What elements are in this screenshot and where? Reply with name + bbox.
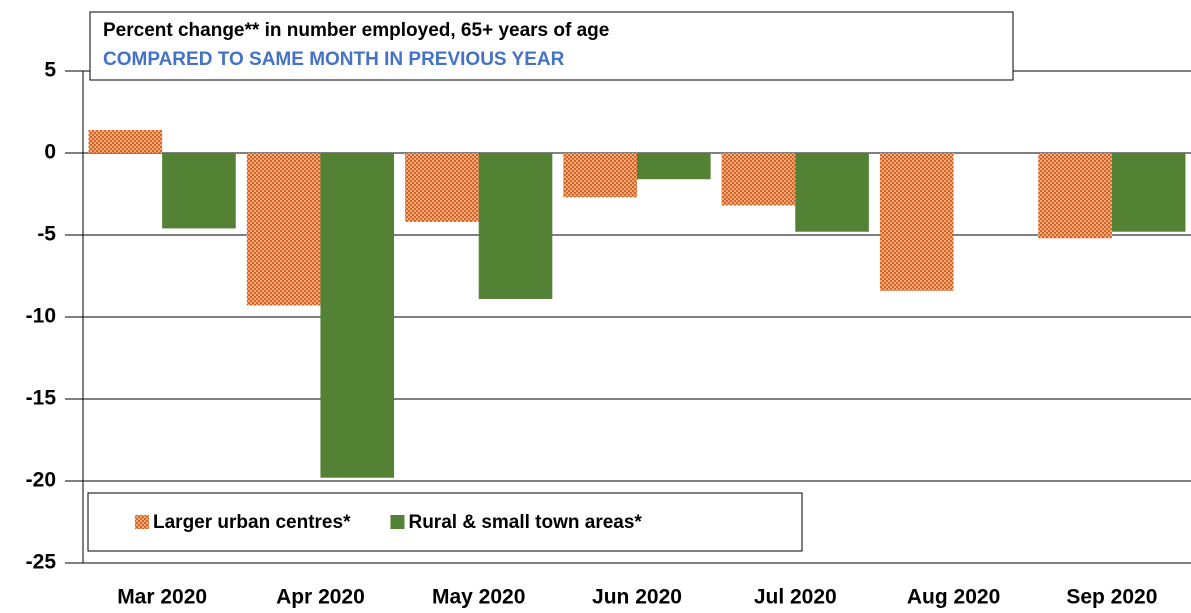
bar (1038, 153, 1112, 239)
chart-title: Percent change** in number employed, 65+… (103, 20, 609, 41)
y-tick-label: -20 (26, 469, 56, 492)
x-tick-label: Sep 2020 (1066, 586, 1157, 609)
bar (795, 153, 869, 232)
legend-swatch (135, 515, 149, 529)
bar (246, 153, 321, 306)
bar (478, 153, 553, 299)
legend-swatch (390, 515, 405, 529)
y-tick-label: 5 (44, 59, 56, 82)
y-tick-label: -15 (26, 387, 57, 410)
bar (637, 153, 711, 180)
bar (405, 153, 479, 222)
chart-subtitle: COMPARED TO SAME MONTH IN PREVIOUS YEAR (103, 49, 565, 70)
y-tick-label: -25 (26, 551, 57, 574)
bar (1111, 153, 1186, 232)
legend-label: Larger urban centres* (153, 512, 351, 533)
bar (162, 153, 236, 229)
y-tick-label: -5 (37, 223, 56, 246)
y-tick-label: -10 (26, 305, 56, 328)
x-tick-label: Mar 2020 (117, 586, 207, 609)
x-tick-label: Apr 2020 (276, 586, 365, 609)
bar (879, 153, 954, 291)
x-tick-label: Aug 2020 (907, 586, 1000, 609)
bar (563, 153, 637, 198)
legend (87, 492, 803, 552)
x-tick-label: Jul 2020 (754, 586, 837, 609)
y-tick-label: 0 (44, 141, 56, 164)
legend-items: Larger urban centres* Rural & small town … (135, 512, 642, 533)
legend-label: Rural & small town areas* (408, 512, 642, 533)
x-tick-label: Jun 2020 (592, 586, 682, 609)
bar (320, 153, 395, 478)
title-box (89, 11, 1014, 81)
x-tick-label: May 2020 (432, 586, 525, 609)
bar (88, 130, 163, 153)
bar (721, 153, 796, 206)
